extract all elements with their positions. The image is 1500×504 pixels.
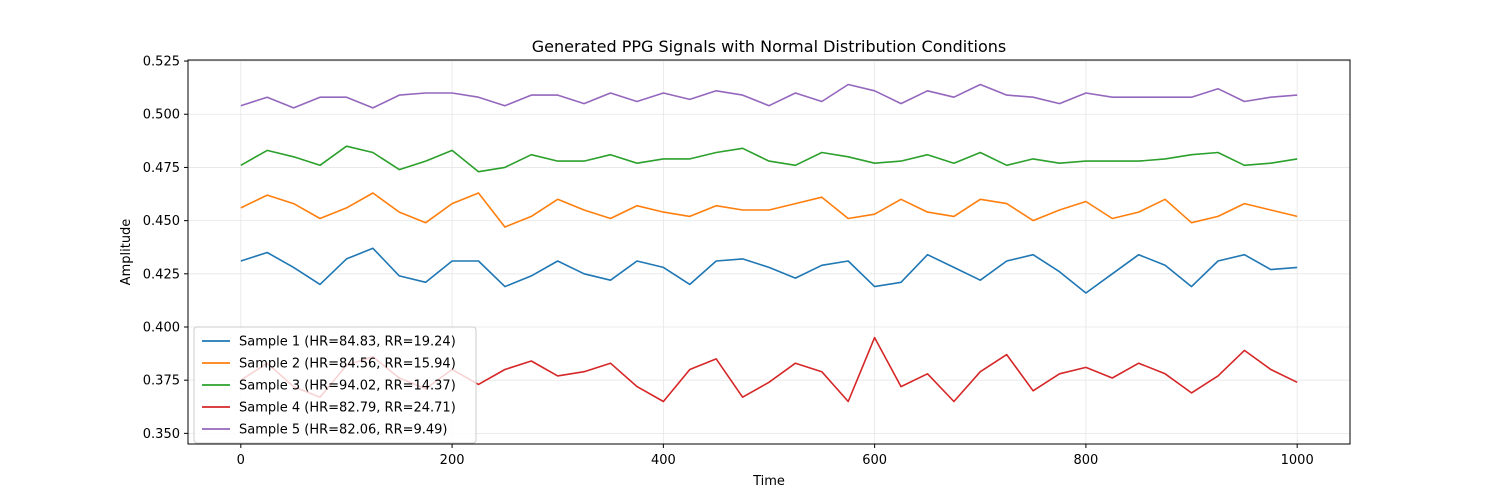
legend: Sample 1 (HR=84.83, RR=19.24) Sample 2 (H… [193,326,477,444]
y-tick-label: 0.500 [143,108,180,123]
y-tick-label: 0.525 [143,55,180,70]
legend-label-3: Sample 3 (HR=94.02, RR=14.37) [239,379,456,394]
plot-frame [187,59,1351,445]
x-tick-label: 0 [237,453,245,468]
series-line-1 [240,247,1298,294]
x-tick-label: 600 [862,453,887,468]
y-tick-label: 0.375 [143,374,180,389]
y-axis-label: Amplitude [119,219,134,286]
y-tick-label: 0.475 [143,161,180,176]
grid-lines [188,60,1350,444]
y-axis-ticks: 0.350 0.375 0.400 0.425 0.450 0.475 0.500 0.525 [143,55,188,442]
chart-title: Generated PPG Signals with Normal Distri… [532,37,1006,56]
legend-label-2: Sample 2 (HR=84.56, RR=15.94) [239,357,456,372]
x-tick-label: 1000 [1281,453,1314,468]
series-line-5 [240,83,1298,109]
x-tick-label: 200 [440,453,465,468]
y-tick-label: 0.425 [143,267,180,282]
series-line-3 [240,145,1298,173]
y-tick-label: 0.400 [143,320,180,335]
legend-box [193,326,477,444]
x-tick-label: 400 [651,453,676,468]
x-tick-label: 800 [1073,453,1098,468]
x-axis-ticks: 0 200 400 600 800 1000 [237,444,1314,468]
legend-label-5: Sample 5 (HR=82.06, RR=9.49) [239,423,448,438]
y-tick-label: 0.350 [143,427,180,442]
legend-label-4: Sample 4 (HR=82.79, RR=24.71) [239,401,456,416]
series-lines [240,83,1298,403]
y-tick-label: 0.450 [143,214,180,229]
x-axis-label: Time [752,474,785,489]
series-line-2 [240,192,1298,228]
legend-label-1: Sample 1 (HR=84.83, RR=19.24) [239,335,456,350]
